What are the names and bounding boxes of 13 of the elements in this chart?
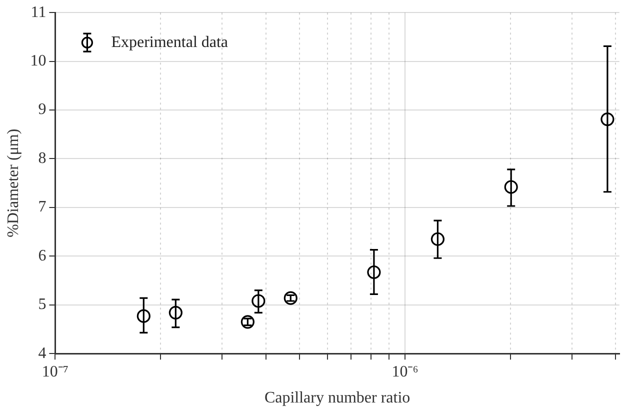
y-tick-label: 9 bbox=[38, 101, 46, 118]
y-tick-label: 7 bbox=[38, 198, 46, 216]
y-tick-label: 6 bbox=[38, 247, 46, 264]
x-tick-label: 10⁻⁷ bbox=[42, 363, 68, 380]
x-axis-title: Capillary number ratio bbox=[264, 390, 410, 407]
y-tick-label: 4 bbox=[38, 344, 46, 362]
y-tick-label: 11 bbox=[30, 4, 46, 21]
y-tick-label: 10 bbox=[30, 52, 46, 70]
y-tick-label: 5 bbox=[38, 296, 46, 314]
legend-label: Experimental data bbox=[111, 34, 228, 51]
y-tick-label: 8 bbox=[38, 150, 46, 167]
x-tick-label: 10⁻⁶ bbox=[392, 363, 418, 380]
y-axis-title: %Diameter (μm) bbox=[4, 128, 22, 238]
